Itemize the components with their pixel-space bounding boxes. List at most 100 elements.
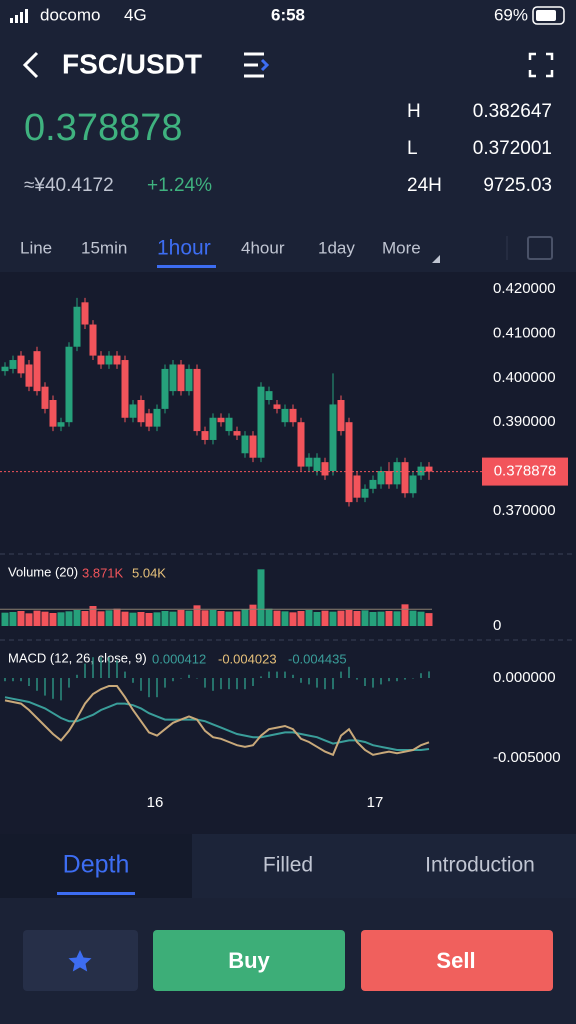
candle-body — [161, 368, 169, 409]
candle-body — [361, 488, 369, 498]
volume-bar — [121, 611, 129, 626]
macd-hist-bar — [156, 678, 158, 698]
volume-bar — [209, 610, 217, 626]
back-button[interactable] — [22, 51, 39, 79]
candle-body — [409, 475, 417, 494]
last-price: 0.378878 — [24, 107, 183, 149]
candle-body — [281, 408, 289, 423]
tab-selected-bg — [0, 834, 192, 898]
volume-bar — [129, 612, 137, 626]
volume-title: Volume (20) — [8, 564, 78, 579]
macd-title: MACD (12, 26, close, 9) — [8, 650, 147, 665]
volume-bar — [249, 604, 257, 626]
current-price-label: 0.378878 — [494, 463, 557, 480]
interval-tab[interactable]: Line — [20, 238, 52, 257]
macd-hist-bar — [268, 671, 270, 678]
carrier: docomo — [40, 5, 100, 24]
indicator-icon[interactable] — [527, 236, 553, 260]
volume-bar — [313, 612, 321, 626]
macd-hist-bar — [92, 657, 94, 678]
stat-label: 24H — [407, 175, 442, 196]
macd-hist-bar — [124, 671, 126, 678]
interval-tab[interactable]: 15min — [81, 238, 127, 257]
tab[interactable]: Depth — [63, 851, 130, 879]
macd-hist-bar — [412, 678, 414, 679]
candle-body — [73, 306, 81, 347]
fullscreen-icon[interactable] — [528, 52, 554, 78]
star-icon — [68, 950, 92, 972]
volume-bar — [409, 610, 417, 626]
candle-body — [233, 431, 241, 436]
macd-hist-bar — [244, 678, 246, 690]
volume-bar — [65, 611, 73, 626]
candle-body — [137, 400, 145, 423]
menu-icon[interactable] — [244, 52, 270, 78]
macd-hist-bar — [36, 678, 38, 691]
y-tick-label: 0.390000 — [493, 413, 556, 430]
volume-bar — [393, 611, 401, 626]
candle-body — [217, 417, 225, 423]
candle-body — [129, 404, 137, 418]
stat-value: 0.372001 — [473, 138, 552, 159]
candle-body — [185, 368, 193, 392]
volume-bar — [337, 610, 345, 626]
macd-hist-bar — [372, 678, 374, 688]
stat-value: 0.382647 — [473, 101, 552, 122]
volume-bar — [225, 611, 233, 626]
candle-body — [113, 355, 121, 365]
macd-hist-bar — [220, 678, 222, 690]
volume-bar — [425, 613, 433, 626]
sell-button[interactable] — [361, 930, 553, 991]
volume-bar — [273, 610, 281, 626]
candle-body — [9, 360, 17, 369]
volume-bar — [153, 612, 161, 626]
volume-bar — [169, 611, 177, 626]
candle-body — [49, 400, 57, 427]
volume-bar — [9, 612, 17, 626]
volume-bar — [81, 611, 89, 626]
candle-body — [169, 364, 177, 392]
interval-tab[interactable]: 1day — [318, 238, 355, 257]
volume-bar — [353, 611, 361, 626]
volume-bar — [369, 612, 377, 626]
macd-hist-bar — [308, 678, 310, 685]
volume-bar — [361, 610, 369, 626]
battery-percent: 69% — [494, 5, 528, 24]
candle-body — [273, 404, 281, 409]
macd-dea-value: -0.004435 — [288, 651, 347, 666]
buy-button[interactable] — [153, 930, 345, 991]
macd-hist-bar — [404, 678, 406, 680]
macd-hist-bar — [396, 678, 398, 682]
stat-label: H — [407, 101, 421, 122]
interval-tab[interactable]: More — [382, 238, 421, 257]
candle-body — [297, 422, 305, 467]
macd-hist-bar — [420, 673, 422, 678]
volume-bar — [233, 611, 241, 626]
macd-hist-bar — [164, 678, 166, 688]
volume-bar — [201, 610, 209, 626]
candle-body — [209, 417, 217, 440]
volume-bar — [185, 610, 193, 626]
macd-hist-bar — [300, 678, 302, 683]
macd-hist-bar — [116, 660, 118, 678]
candle-body — [81, 302, 89, 325]
volume-bar — [321, 610, 329, 626]
candle-body — [305, 457, 313, 467]
candle-body — [89, 324, 97, 356]
volume-bar — [177, 610, 185, 626]
candle-body — [65, 346, 73, 423]
candle-body — [105, 355, 113, 365]
battery-icon — [532, 6, 565, 25]
pair: FSC/USDT — [62, 48, 202, 79]
volume-bar — [49, 613, 57, 626]
macd-hist-bar — [380, 678, 382, 685]
tab[interactable]: Introduction — [425, 854, 535, 877]
tab[interactable]: Filled — [263, 854, 313, 877]
volume-bar — [417, 611, 425, 626]
interval-tab[interactable]: 4hour — [241, 238, 285, 257]
volume-tick-label: 0 — [493, 617, 501, 634]
macd-hist-bar — [76, 674, 78, 678]
interval-tab[interactable]: 1hour — [157, 237, 211, 260]
volume-bar — [329, 611, 337, 626]
macd-dif-line — [4, 685, 430, 757]
